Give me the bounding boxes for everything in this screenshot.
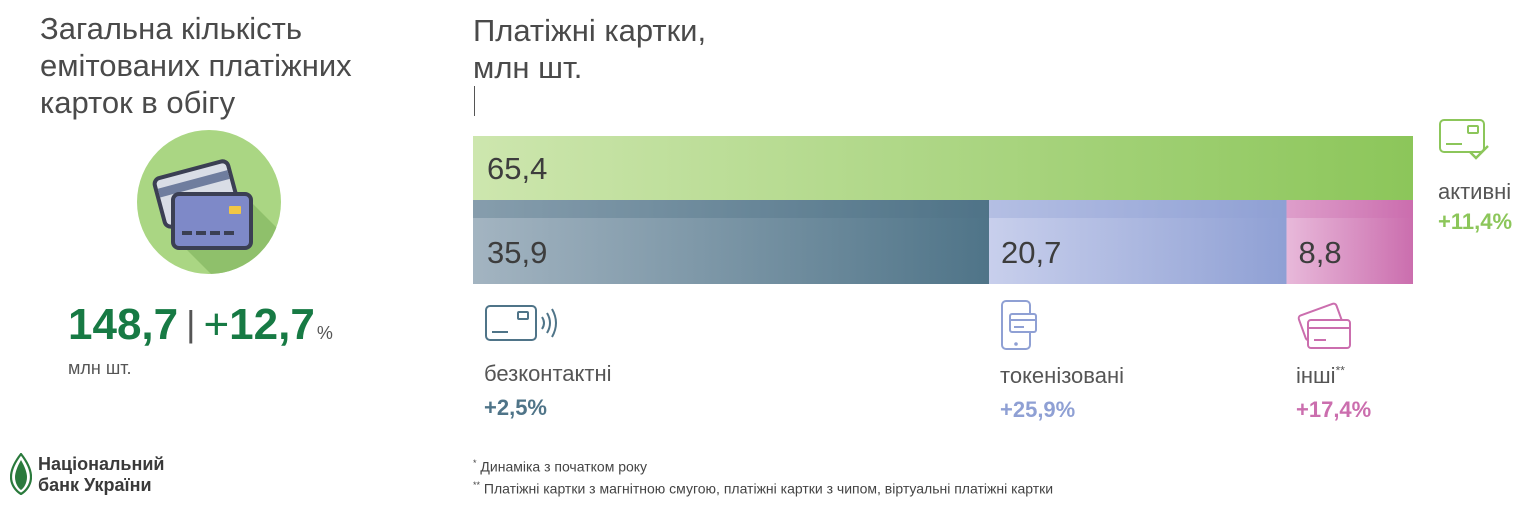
legend-other-label-text: інші	[1296, 363, 1336, 388]
bar-active	[473, 136, 1413, 200]
nbu-logo-text: Національний банк України	[38, 454, 165, 495]
legend-contactless-change: +2,5%	[484, 395, 547, 420]
total-separator: |	[186, 303, 196, 344]
total-change-plus: +	[203, 300, 230, 349]
chart-title: Платіжні картки, млн шт.	[473, 13, 707, 85]
legend-other: інші** +17,4%	[1296, 300, 1371, 423]
legend-active-change: +11,4%	[1438, 209, 1513, 234]
total-unit: млн шт.	[68, 358, 132, 378]
footnote-1: * Динаміка з початком року	[473, 458, 647, 475]
band-other	[1286, 200, 1413, 218]
legend-other-sup: **	[1335, 363, 1345, 378]
bar-label-active: 65,4	[487, 151, 548, 186]
stacked-cards-icon	[1297, 302, 1351, 349]
legend-active: активні +11,4%	[1438, 118, 1512, 235]
footnote-2: ** Платіжні картки з магнітною смугою, п…	[473, 480, 1053, 497]
total-value: 148,7	[68, 300, 179, 349]
bar-label-other: 8,8	[1298, 235, 1342, 270]
bar-tokenized	[988, 200, 1287, 284]
band-tokenized	[988, 200, 1287, 218]
legend-contactless: безконтактні +2,5%	[484, 300, 612, 421]
legend-other-change: +17,4%	[1296, 397, 1372, 422]
contactless-card-icon	[485, 305, 557, 341]
phone-card-icon	[1001, 300, 1037, 350]
total-percent-sign: %	[316, 323, 333, 343]
band-contactless	[473, 200, 989, 218]
footnote-1-mark: *	[473, 458, 477, 468]
card-check-icon	[1439, 119, 1489, 160]
legend-tokenized-change: +25,9%	[1000, 397, 1076, 422]
payment-cards-illustration	[137, 130, 281, 274]
total-cards: 148,7 | +12,7%	[68, 300, 333, 356]
nbu-logo-icon	[9, 452, 33, 496]
bar-label-tokenized: 20,7	[1000, 235, 1062, 270]
legend-tokenized-label: токенізовані	[1000, 363, 1124, 388]
bar-other	[1286, 200, 1413, 284]
title-tick	[474, 86, 475, 116]
bar-label-contactless: 35,9	[487, 235, 548, 270]
legend-other-label: інші**	[1296, 363, 1371, 389]
legend-contactless-label: безконтактні	[484, 361, 612, 386]
footnote-1-text: Динаміка з початком року	[476, 458, 648, 475]
left-title: Загальна кількість емітованих платіжних …	[40, 11, 352, 120]
footnote-2-text: Платіжні картки з магнітною смугою, плат…	[480, 480, 1054, 497]
legend-tokenized: токенізовані +25,9%	[1000, 300, 1124, 423]
total-change: 12,7	[229, 300, 315, 349]
bar-contactless	[473, 200, 989, 284]
legend-active-label: активні	[1438, 179, 1512, 204]
cards-icon	[152, 159, 281, 274]
footnote-2-mark: **	[473, 480, 481, 490]
